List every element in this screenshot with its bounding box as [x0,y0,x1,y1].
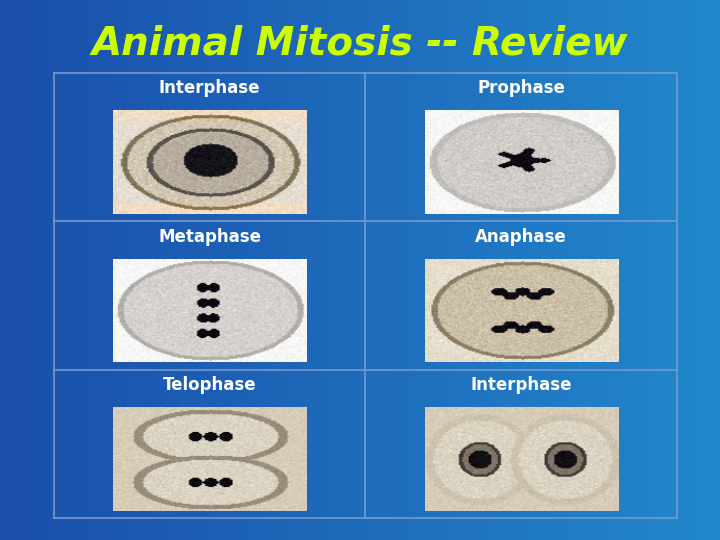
Text: Telophase: Telophase [163,376,256,394]
Text: Animal Mitosis -- Review: Animal Mitosis -- Review [92,24,628,62]
Text: Prophase: Prophase [477,79,565,97]
Text: Interphase: Interphase [159,79,261,97]
Text: Anaphase: Anaphase [475,228,567,246]
Text: Metaphase: Metaphase [158,228,261,246]
Text: Interphase: Interphase [470,376,572,394]
